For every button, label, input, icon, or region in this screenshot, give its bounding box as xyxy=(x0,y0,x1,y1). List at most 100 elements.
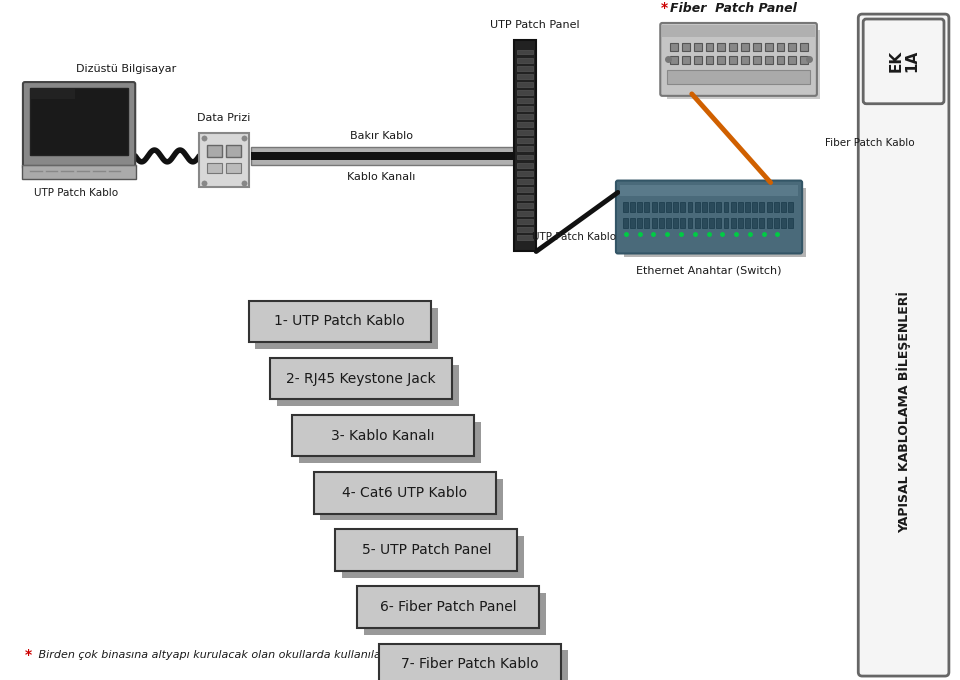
FancyBboxPatch shape xyxy=(342,536,524,577)
Text: UTP Patch Kablo: UTP Patch Kablo xyxy=(34,188,118,199)
FancyBboxPatch shape xyxy=(702,218,707,228)
FancyBboxPatch shape xyxy=(644,202,649,212)
Text: Kablo Kanalı: Kablo Kanalı xyxy=(348,172,416,182)
FancyBboxPatch shape xyxy=(745,218,750,228)
FancyBboxPatch shape xyxy=(717,43,726,50)
FancyBboxPatch shape xyxy=(620,184,798,197)
Text: Bakır Kablo: Bakır Kablo xyxy=(350,131,413,141)
FancyBboxPatch shape xyxy=(753,202,757,212)
FancyBboxPatch shape xyxy=(277,364,459,406)
FancyBboxPatch shape xyxy=(31,89,75,99)
FancyBboxPatch shape xyxy=(774,202,779,212)
FancyBboxPatch shape xyxy=(357,586,540,628)
FancyBboxPatch shape xyxy=(673,218,678,228)
FancyBboxPatch shape xyxy=(702,202,707,212)
FancyBboxPatch shape xyxy=(777,56,784,65)
FancyBboxPatch shape xyxy=(517,58,533,63)
FancyBboxPatch shape xyxy=(788,202,793,212)
FancyBboxPatch shape xyxy=(738,202,743,212)
FancyBboxPatch shape xyxy=(517,187,533,192)
Text: 7- Fiber Patch Kablo: 7- Fiber Patch Kablo xyxy=(401,658,539,671)
FancyBboxPatch shape xyxy=(670,43,678,50)
FancyBboxPatch shape xyxy=(863,19,944,104)
FancyBboxPatch shape xyxy=(255,307,438,349)
FancyBboxPatch shape xyxy=(207,163,222,173)
FancyBboxPatch shape xyxy=(517,50,533,54)
FancyBboxPatch shape xyxy=(292,415,474,456)
FancyBboxPatch shape xyxy=(630,218,635,228)
FancyBboxPatch shape xyxy=(517,211,533,216)
FancyBboxPatch shape xyxy=(517,98,533,103)
FancyBboxPatch shape xyxy=(314,472,495,513)
Text: 1A: 1A xyxy=(904,50,919,73)
FancyBboxPatch shape xyxy=(299,422,481,463)
FancyBboxPatch shape xyxy=(666,202,671,212)
FancyBboxPatch shape xyxy=(515,39,536,252)
Text: 1- UTP Patch Kablo: 1- UTP Patch Kablo xyxy=(275,314,405,328)
Text: *: * xyxy=(661,1,668,15)
FancyBboxPatch shape xyxy=(767,218,772,228)
FancyBboxPatch shape xyxy=(226,163,241,173)
FancyBboxPatch shape xyxy=(788,218,793,228)
FancyBboxPatch shape xyxy=(709,202,714,212)
Text: Fiber Patch Kablo: Fiber Patch Kablo xyxy=(825,138,915,148)
Text: 6- Fiber Patch Panel: 6- Fiber Patch Panel xyxy=(379,600,516,614)
FancyBboxPatch shape xyxy=(745,202,750,212)
FancyBboxPatch shape xyxy=(517,235,533,240)
FancyBboxPatch shape xyxy=(652,218,657,228)
FancyBboxPatch shape xyxy=(630,202,635,212)
FancyBboxPatch shape xyxy=(695,202,700,212)
FancyBboxPatch shape xyxy=(623,202,628,212)
FancyBboxPatch shape xyxy=(682,56,690,65)
FancyBboxPatch shape xyxy=(687,218,692,228)
FancyBboxPatch shape xyxy=(681,218,685,228)
Text: *: * xyxy=(25,648,32,662)
FancyBboxPatch shape xyxy=(731,202,735,212)
FancyBboxPatch shape xyxy=(774,218,779,228)
FancyBboxPatch shape xyxy=(670,56,678,65)
FancyBboxPatch shape xyxy=(270,358,452,399)
FancyBboxPatch shape xyxy=(858,14,948,676)
FancyBboxPatch shape xyxy=(517,139,533,143)
FancyBboxPatch shape xyxy=(724,202,729,212)
FancyBboxPatch shape xyxy=(249,301,431,342)
Text: Birden çok binasına altyapı kurulacak olan okullarda kullanılacaktır.: Birden çok binasına altyapı kurulacak ol… xyxy=(35,650,415,660)
FancyBboxPatch shape xyxy=(667,70,810,84)
FancyBboxPatch shape xyxy=(667,30,820,99)
FancyBboxPatch shape xyxy=(517,219,533,224)
FancyBboxPatch shape xyxy=(517,154,533,160)
FancyBboxPatch shape xyxy=(637,218,642,228)
FancyBboxPatch shape xyxy=(687,202,692,212)
FancyBboxPatch shape xyxy=(517,179,533,184)
Text: UTP Patch Kablo: UTP Patch Kablo xyxy=(532,232,615,241)
FancyBboxPatch shape xyxy=(623,218,628,228)
FancyBboxPatch shape xyxy=(716,218,721,228)
FancyBboxPatch shape xyxy=(709,218,714,228)
FancyBboxPatch shape xyxy=(252,147,517,165)
FancyBboxPatch shape xyxy=(731,218,735,228)
FancyBboxPatch shape xyxy=(517,74,533,79)
FancyBboxPatch shape xyxy=(724,218,729,228)
FancyBboxPatch shape xyxy=(385,651,567,680)
FancyBboxPatch shape xyxy=(335,529,517,571)
Text: 2- RJ45 Keystone Jack: 2- RJ45 Keystone Jack xyxy=(286,371,436,386)
FancyBboxPatch shape xyxy=(517,227,533,232)
Text: Fiber  Patch Panel: Fiber Patch Panel xyxy=(670,2,797,15)
FancyBboxPatch shape xyxy=(517,122,533,127)
FancyBboxPatch shape xyxy=(30,88,129,155)
FancyBboxPatch shape xyxy=(765,43,773,50)
FancyBboxPatch shape xyxy=(730,43,737,50)
Text: UTP Patch Panel: UTP Patch Panel xyxy=(491,20,580,30)
FancyBboxPatch shape xyxy=(517,195,533,200)
Text: Data Prizi: Data Prizi xyxy=(197,114,251,124)
FancyBboxPatch shape xyxy=(738,218,743,228)
FancyBboxPatch shape xyxy=(364,594,546,634)
FancyBboxPatch shape xyxy=(741,43,749,50)
Text: EK: EK xyxy=(888,50,903,73)
FancyBboxPatch shape xyxy=(517,146,533,152)
Text: 5- UTP Patch Panel: 5- UTP Patch Panel xyxy=(362,543,492,557)
Text: YAPISAL KABLOLAMA BİLEŞENLERİ: YAPISAL KABLOLAMA BİLEŞENLERİ xyxy=(897,291,911,533)
FancyBboxPatch shape xyxy=(717,56,726,65)
FancyBboxPatch shape xyxy=(22,165,136,179)
FancyBboxPatch shape xyxy=(624,188,806,258)
